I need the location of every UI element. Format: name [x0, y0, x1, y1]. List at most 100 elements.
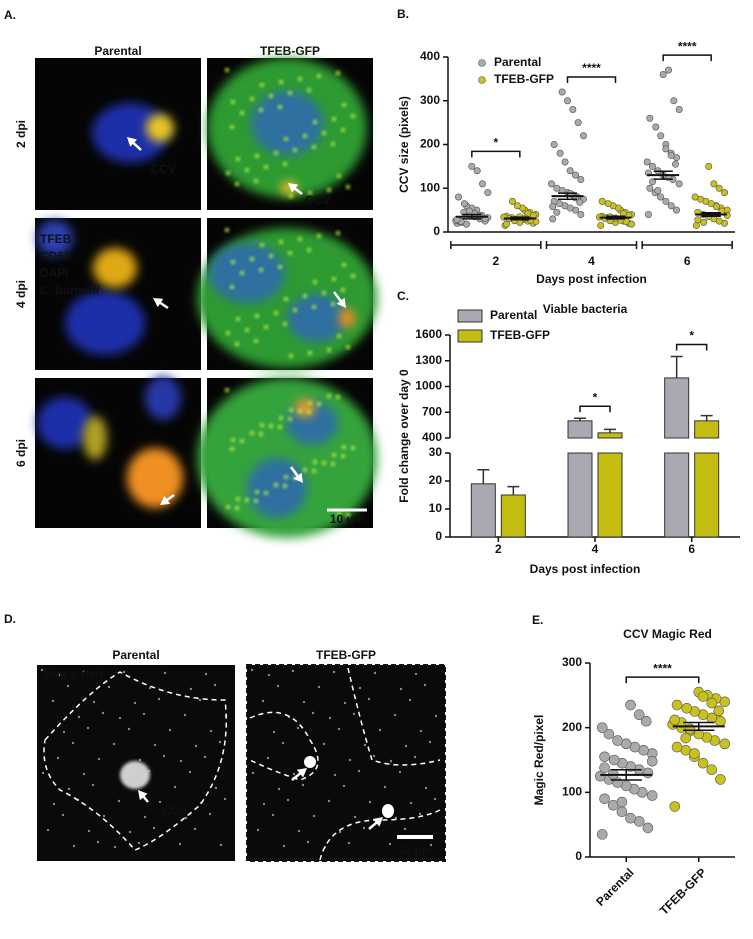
data-point	[667, 202, 675, 210]
puncta	[102, 814, 106, 818]
data-point	[576, 198, 584, 206]
data-point	[478, 180, 486, 188]
puncta	[261, 699, 265, 703]
puncta	[173, 785, 177, 789]
puncta	[226, 505, 230, 509]
x-tick-label: 6	[684, 254, 691, 268]
puncta	[283, 162, 287, 166]
column-label: Parental	[112, 648, 159, 662]
image-content	[92, 103, 174, 163]
arrow-head	[288, 183, 299, 193]
data-point	[667, 151, 675, 159]
puncta	[178, 842, 182, 846]
arrow-head	[138, 790, 148, 801]
data-point	[454, 193, 462, 201]
legend-marker	[478, 76, 486, 84]
puncta	[219, 843, 223, 847]
puncta	[288, 91, 292, 95]
data-point	[640, 715, 652, 727]
puncta	[236, 497, 240, 501]
arrow-head	[127, 137, 137, 147]
puncta	[278, 265, 282, 269]
puncta	[353, 815, 357, 819]
y-tick-label: 0	[435, 529, 442, 543]
error-bar	[701, 212, 721, 217]
significance-bracket	[471, 150, 521, 158]
significance-bracket	[675, 343, 708, 351]
puncta	[240, 271, 244, 275]
puncta	[267, 673, 271, 677]
puncta	[291, 669, 295, 673]
puncta	[403, 827, 407, 831]
puncta	[272, 730, 276, 734]
puncta	[112, 742, 116, 746]
data-point	[710, 180, 718, 188]
puncta	[306, 840, 310, 844]
puncta	[296, 726, 300, 730]
puncta	[56, 756, 60, 760]
puncta	[332, 670, 336, 674]
y-tick-label: 1000	[415, 379, 442, 393]
puncta	[307, 248, 311, 252]
puncta	[346, 513, 350, 517]
puncta	[231, 100, 235, 104]
puncta	[279, 240, 283, 244]
puncta	[260, 243, 264, 247]
puncta	[317, 234, 321, 238]
puncta	[41, 771, 45, 775]
puncta	[311, 711, 315, 715]
legend-marker	[457, 309, 483, 323]
data-point	[625, 812, 636, 824]
micrograph	[197, 378, 377, 538]
data-point	[549, 203, 557, 211]
puncta	[351, 446, 355, 450]
puncta	[327, 394, 331, 398]
panel-label: D.	[4, 612, 16, 626]
data-point	[643, 158, 651, 166]
puncta	[347, 841, 351, 845]
puncta	[72, 844, 76, 848]
cell	[92, 103, 168, 163]
puncta	[317, 685, 321, 689]
puncta	[230, 125, 234, 129]
data-point	[652, 123, 660, 131]
puncta	[262, 802, 266, 806]
data-point	[681, 702, 693, 714]
error-bar	[700, 414, 713, 421]
scale-bar-label: 10 µm	[330, 512, 364, 526]
y-tick-label: 1300	[415, 353, 442, 367]
data-point	[596, 722, 608, 733]
significance-label: ****	[678, 39, 697, 53]
puncta	[336, 395, 340, 399]
y-tick-label: 1600	[415, 327, 442, 341]
puncta	[303, 134, 307, 138]
y-tick-label: 700	[422, 404, 442, 418]
image-content	[197, 228, 377, 368]
puncta	[282, 844, 286, 848]
puncta	[271, 813, 275, 817]
puncta	[283, 484, 287, 488]
cell	[127, 448, 183, 508]
puncta	[66, 684, 70, 688]
data-point	[579, 132, 587, 140]
arrow-head	[296, 768, 307, 778]
puncta	[286, 798, 290, 802]
puncta	[254, 339, 258, 343]
chart-title: CCV Magic Red	[623, 627, 712, 641]
puncta	[62, 730, 66, 734]
error-bar	[557, 192, 578, 200]
puncta	[368, 800, 372, 804]
data-point	[670, 97, 678, 105]
puncta	[269, 254, 273, 258]
data-point	[656, 193, 664, 201]
micrograph	[35, 218, 201, 370]
puncta	[343, 701, 347, 705]
puncta	[240, 111, 244, 115]
data-point	[675, 106, 683, 114]
panel-label: A.	[4, 8, 16, 22]
puncta	[213, 683, 217, 687]
puncta	[388, 842, 392, 846]
puncta	[362, 826, 366, 830]
cell	[145, 376, 181, 420]
